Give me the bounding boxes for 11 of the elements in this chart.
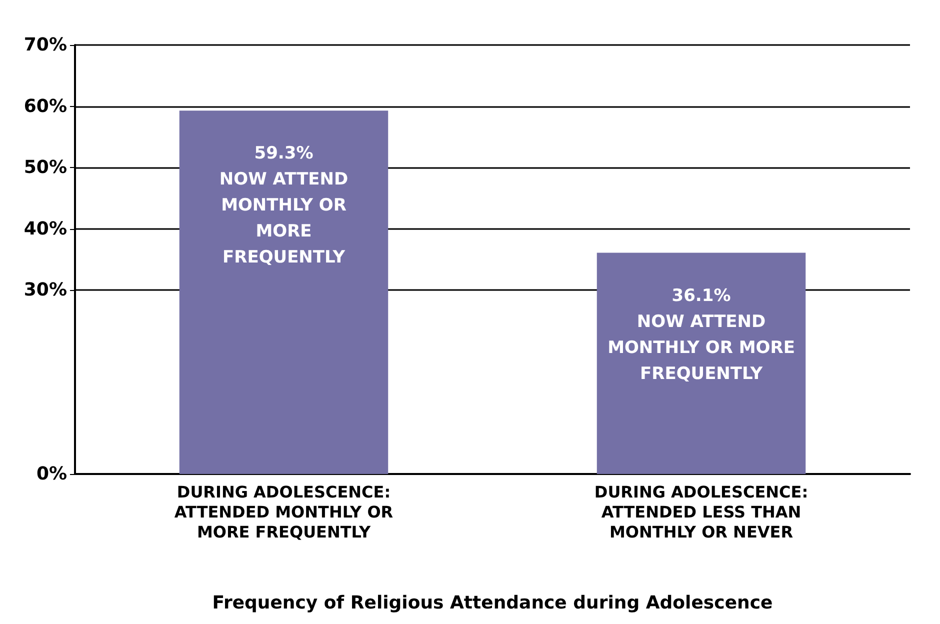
y-tick-label: 50% xyxy=(24,157,67,178)
y-tick-label: 0% xyxy=(36,464,67,484)
y-tick-label: 70% xyxy=(24,34,67,56)
y-tick-label: 40% xyxy=(24,218,67,240)
y-tick-label: 60% xyxy=(24,96,67,117)
x-axis-title: Frequency of Religious Attendance during Adolescence xyxy=(212,592,773,614)
y-tick-label: 30% xyxy=(24,280,67,301)
data-label: 36.1% NOW ATTEND MONTHLY OR MORE FREQUENTLY xyxy=(608,286,795,384)
data-label: 59.3% NOW ATTEND MONTHLY OR MORE FREQUENTLY xyxy=(219,144,348,268)
x-tick-label: DURING ADOLESCENCE: ATTENDED MONTHLY OR MORE FREQUENTLY xyxy=(174,482,394,542)
x-tick-label: DURING ADOLESCENCE: ATTENDED LESS THAN MONTHLY OR NEVER xyxy=(594,482,808,542)
